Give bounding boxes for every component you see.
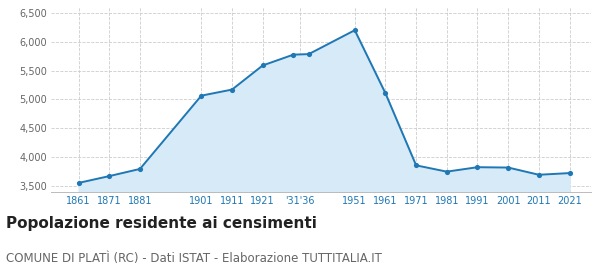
Point <box>227 87 237 92</box>
Point <box>135 167 145 171</box>
Point <box>197 94 206 98</box>
Point <box>258 63 268 68</box>
Point <box>104 174 114 178</box>
Point <box>503 165 513 170</box>
Point <box>289 52 298 57</box>
Point <box>565 171 574 175</box>
Point <box>412 163 421 168</box>
Point <box>442 169 452 174</box>
Point <box>304 52 314 56</box>
Text: COMUNE DI PLATÌ (RC) - Dati ISTAT - Elaborazione TUTTITALIA.IT: COMUNE DI PLATÌ (RC) - Dati ISTAT - Elab… <box>6 252 382 265</box>
Point <box>74 181 83 185</box>
Text: Popolazione residente ai censimenti: Popolazione residente ai censimenti <box>6 216 317 231</box>
Point <box>534 172 544 177</box>
Point <box>350 28 359 32</box>
Point <box>473 165 482 169</box>
Point <box>380 91 390 95</box>
